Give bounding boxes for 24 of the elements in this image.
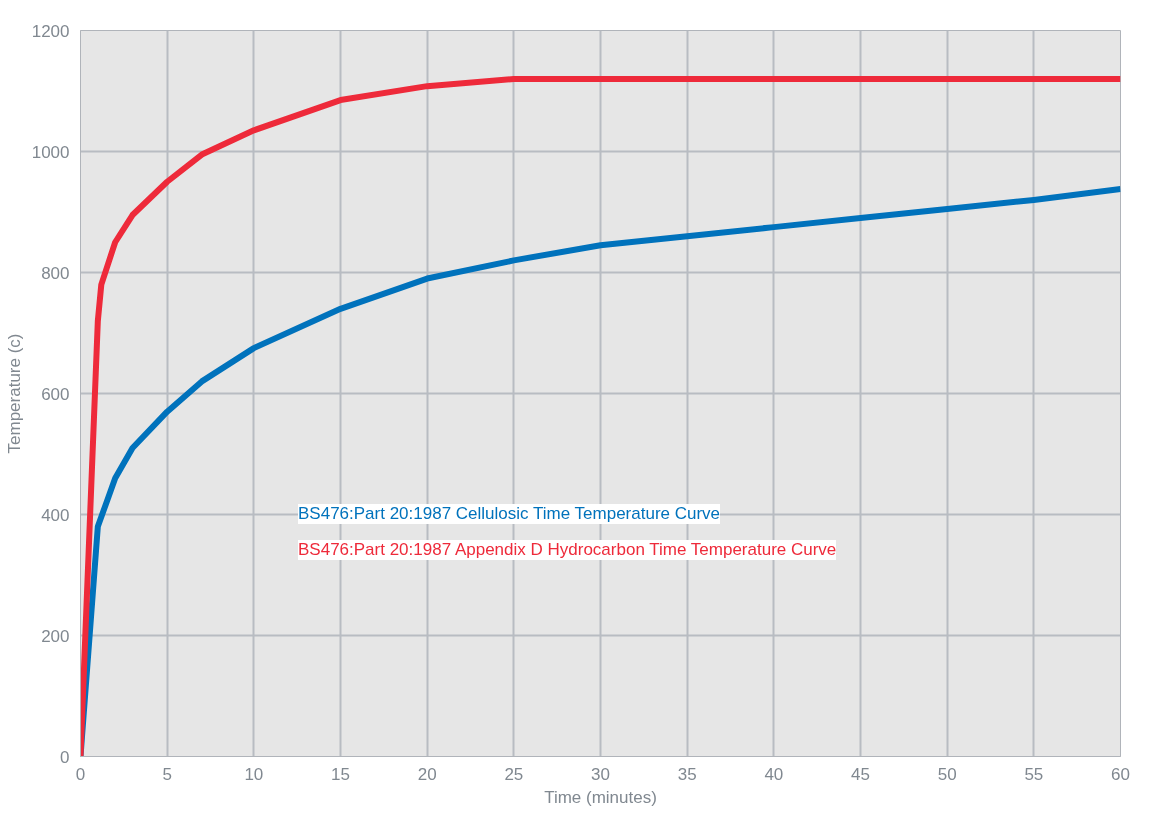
text: BS476:Part 20:1987 Appendix D Hydrocarbon Time Temperature Curve: [298, 540, 837, 560]
x-tick-label: 5: [162, 764, 172, 784]
x-tick-label: 0: [75, 764, 86, 784]
x-tick-label: 55: [1024, 764, 1044, 784]
x-tick-label: 10: [244, 764, 264, 784]
y-axis-title: Temperature (c): [4, 333, 24, 454]
x-tick-label: 20: [417, 764, 437, 784]
x-tick-label: 45: [851, 764, 870, 784]
x-axis-title: Time (minutes): [544, 787, 657, 807]
y-tick-label: 0: [60, 747, 70, 767]
x-tick-label: 35: [677, 764, 697, 784]
x-tick-label: 15: [331, 764, 350, 784]
x-tick-label: 40: [764, 764, 784, 784]
x-tick-label: 60: [1111, 764, 1130, 784]
y-tick-label: 800: [41, 263, 70, 283]
x-tick-label: 30: [591, 764, 610, 784]
y-tick-label: 200: [41, 626, 70, 646]
x-tick-label: 50: [937, 764, 957, 784]
text: BS476:Part 20:1987 Cellulosic Time Temperature Curve: [298, 504, 721, 524]
y-tick-label: 400: [41, 505, 70, 525]
y-tick-label: 1200: [31, 21, 70, 41]
y-tick-label: 1000: [31, 142, 70, 162]
x-tick-label: 25: [504, 764, 524, 784]
y-tick-label: 600: [41, 384, 70, 404]
